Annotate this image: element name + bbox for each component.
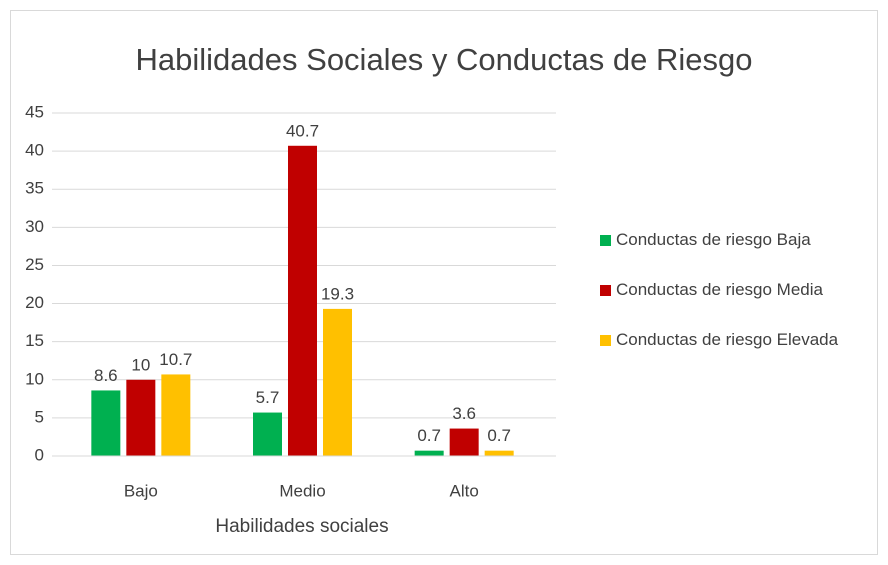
bar <box>449 428 479 456</box>
bar <box>91 390 121 456</box>
legend-label: Conductas de riesgo Media <box>616 280 823 299</box>
chart-border <box>10 10 878 555</box>
y-tick-label: 15 <box>25 331 44 350</box>
legend-entry: Conductas de riesgo Baja <box>600 228 880 252</box>
legend-label: Conductas de riesgo Elevada <box>616 330 839 349</box>
bar <box>484 450 514 456</box>
x-tick-label: Alto <box>450 481 479 500</box>
y-tick-label: 45 <box>25 102 44 121</box>
y-tick-label: 35 <box>25 179 44 198</box>
y-tick-label: 25 <box>25 255 44 274</box>
data-label: 19.3 <box>321 284 354 303</box>
y-tick-label: 0 <box>35 445 44 464</box>
y-tick-label: 30 <box>25 217 44 236</box>
data-label: 40.7 <box>286 121 319 140</box>
data-label: 0.7 <box>487 426 511 445</box>
y-tick-label: 10 <box>25 369 44 388</box>
bar <box>288 145 317 456</box>
legend-entry: Conductas de riesgo Media <box>600 278 880 302</box>
data-label: 5.7 <box>256 388 280 407</box>
bar <box>253 412 282 456</box>
bar <box>323 308 352 456</box>
data-label: 3.6 <box>452 404 476 423</box>
data-label: 8.6 <box>94 366 118 385</box>
legend-label: Conductas de riesgo Baja <box>616 230 811 249</box>
chart-title: Habilidades Sociales y Conductas de Ries… <box>136 42 753 77</box>
data-label: 0.7 <box>417 426 441 445</box>
data-label: 10 <box>131 355 150 374</box>
x-axis-title: Habilidades sociales <box>215 516 388 537</box>
x-tick-label: Medio <box>279 481 325 500</box>
legend: Conductas de riesgo Baja Conductas de rie… <box>600 228 880 378</box>
bar <box>414 450 444 456</box>
bar <box>161 374 191 456</box>
x-tick-label: Bajo <box>124 481 158 500</box>
legend-swatch <box>600 335 611 346</box>
bar <box>126 379 156 456</box>
legend-swatch <box>600 235 611 246</box>
y-tick-label: 20 <box>25 293 44 312</box>
legend-entry: Conductas de riesgo Elevada <box>600 328 880 352</box>
data-label: 10.7 <box>159 350 192 369</box>
legend-swatch <box>600 285 611 296</box>
y-tick-label: 40 <box>25 141 44 160</box>
y-tick-label: 5 <box>35 407 44 426</box>
